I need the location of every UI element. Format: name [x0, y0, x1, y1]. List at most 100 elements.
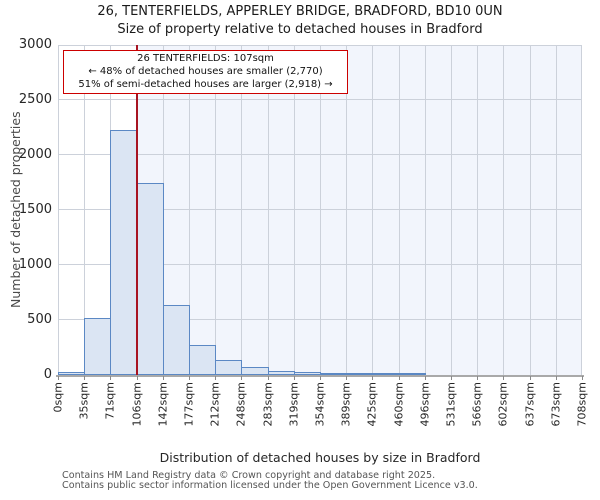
chart-subtitle: Size of property relative to detached ho…: [117, 22, 483, 37]
y-tick-label: 2000: [18, 147, 52, 162]
x-tick-label: 673sqm: [549, 382, 563, 427]
histogram-bar: [162, 304, 190, 375]
x-tick-mark: [346, 376, 348, 380]
x-tick-mark: [372, 376, 374, 380]
histogram-bar: [58, 372, 86, 375]
vertical-gridline: [241, 45, 243, 375]
x-tick-label: 71sqm: [103, 382, 117, 420]
histogram-bar: [189, 345, 217, 375]
x-tick-mark: [555, 376, 557, 380]
annotation-line-1: 26 TENTERFIELDS: 107sqm: [137, 53, 274, 64]
histogram-bar: [346, 373, 374, 375]
annotation-line-2: ← 48% of detached houses are smaller (2,…: [88, 66, 323, 78]
x-tick-label: 248sqm: [234, 382, 248, 427]
footer-line-1: Contains HM Land Registry data © Crown c…: [62, 470, 436, 481]
horizontal-gridline: [58, 99, 582, 100]
vertical-gridline: [84, 45, 86, 375]
y-tick-label: 0: [43, 367, 52, 382]
x-tick-mark: [162, 376, 164, 380]
x-tick-label: 531sqm: [444, 382, 458, 427]
vertical-gridline: [529, 45, 531, 375]
x-tick-label: 708sqm: [575, 382, 589, 427]
vertical-gridline: [555, 45, 557, 375]
x-tick-label: 212sqm: [208, 382, 222, 427]
x-tick-mark: [136, 376, 138, 380]
y-tick-label: 500: [27, 312, 52, 327]
horizontal-gridline: [58, 209, 582, 210]
x-tick-label: 566sqm: [470, 382, 484, 427]
footer-line-2: Contains public sector information licen…: [62, 480, 478, 492]
vertical-gridline: [372, 45, 374, 375]
vertical-gridline: [58, 45, 59, 375]
x-tick-label: 319sqm: [287, 382, 301, 427]
vertical-gridline: [267, 45, 269, 375]
x-tick-label: 637sqm: [523, 382, 537, 427]
property-size-marker-line: [136, 45, 139, 375]
annotation-line-3: 51% of semi-detached houses are larger (…: [78, 79, 333, 91]
histogram-bar: [320, 372, 348, 375]
x-tick-mark: [398, 376, 400, 380]
larger-than-property-shade: [137, 45, 582, 375]
x-tick-label: 142sqm: [156, 382, 170, 427]
vertical-gridline: [581, 45, 582, 375]
x-tick-label: 425sqm: [365, 382, 379, 427]
histogram-bar: [136, 182, 164, 375]
histogram-bar: [84, 317, 112, 375]
x-tick-mark: [110, 376, 112, 380]
x-tick-mark: [424, 376, 426, 380]
x-tick-label: 106sqm: [130, 382, 144, 427]
y-tick-label: 1000: [18, 257, 52, 272]
x-tick-mark: [189, 376, 190, 380]
x-tick-mark: [267, 376, 269, 380]
x-tick-mark: [582, 376, 583, 380]
x-tick-label: 602sqm: [496, 382, 510, 427]
vertical-gridline: [215, 45, 217, 375]
x-axis-title: Distribution of detached houses by size …: [159, 450, 481, 465]
property-annotation-box: 26 TENTERFIELDS: 107sqm ← 48% of detache…: [63, 50, 348, 94]
histogram-bar: [398, 373, 426, 375]
vertical-gridline: [451, 45, 452, 375]
histogram-bar: [267, 370, 295, 375]
histogram-bar: [241, 367, 269, 375]
chart-title: 26, TENTERFIELDS, APPERLEY BRIDGE, BRADF…: [97, 4, 503, 19]
histogram-bar: [215, 359, 243, 375]
x-tick-label: 460sqm: [392, 382, 406, 427]
y-tick-label: 1500: [18, 202, 52, 217]
histogram-bar: [110, 129, 138, 375]
x-tick-mark: [58, 376, 59, 380]
vertical-gridline: [189, 45, 190, 375]
histogram-bar: [372, 373, 400, 375]
y-tick-label: 2500: [18, 92, 52, 107]
horizontal-gridline: [58, 264, 582, 265]
vertical-gridline: [398, 45, 400, 375]
plot-area: [58, 45, 582, 375]
x-tick-mark: [241, 376, 243, 380]
horizontal-gridline: [58, 319, 582, 320]
attribution-footer: Contains HM Land Registry data © Crown c…: [62, 470, 478, 492]
x-tick-label: 0sqm: [51, 382, 65, 413]
vertical-gridline: [293, 45, 295, 375]
vertical-gridline: [503, 45, 505, 375]
x-tick-mark: [84, 376, 86, 380]
horizontal-gridline: [58, 45, 582, 46]
horizontal-gridline: [58, 154, 582, 155]
x-tick-label: 496sqm: [418, 382, 432, 427]
x-tick-mark: [215, 376, 217, 380]
x-tick-mark: [529, 376, 531, 380]
x-tick-label: 283sqm: [261, 382, 275, 427]
x-tick-label: 35sqm: [77, 382, 91, 420]
x-tick-mark: [451, 376, 452, 380]
x-tick-label: 177sqm: [182, 382, 196, 427]
x-tick-label: 354sqm: [313, 382, 327, 427]
y-tick-label: 3000: [18, 37, 52, 52]
vertical-gridline: [424, 45, 426, 375]
vertical-gridline: [320, 45, 321, 375]
histogram-bar: [293, 372, 321, 375]
vertical-gridline: [346, 45, 348, 375]
x-tick-mark: [477, 376, 479, 380]
x-tick-mark: [293, 376, 295, 380]
x-tick-label: 389sqm: [339, 382, 353, 427]
x-tick-mark: [320, 376, 321, 380]
x-tick-mark: [503, 376, 505, 380]
